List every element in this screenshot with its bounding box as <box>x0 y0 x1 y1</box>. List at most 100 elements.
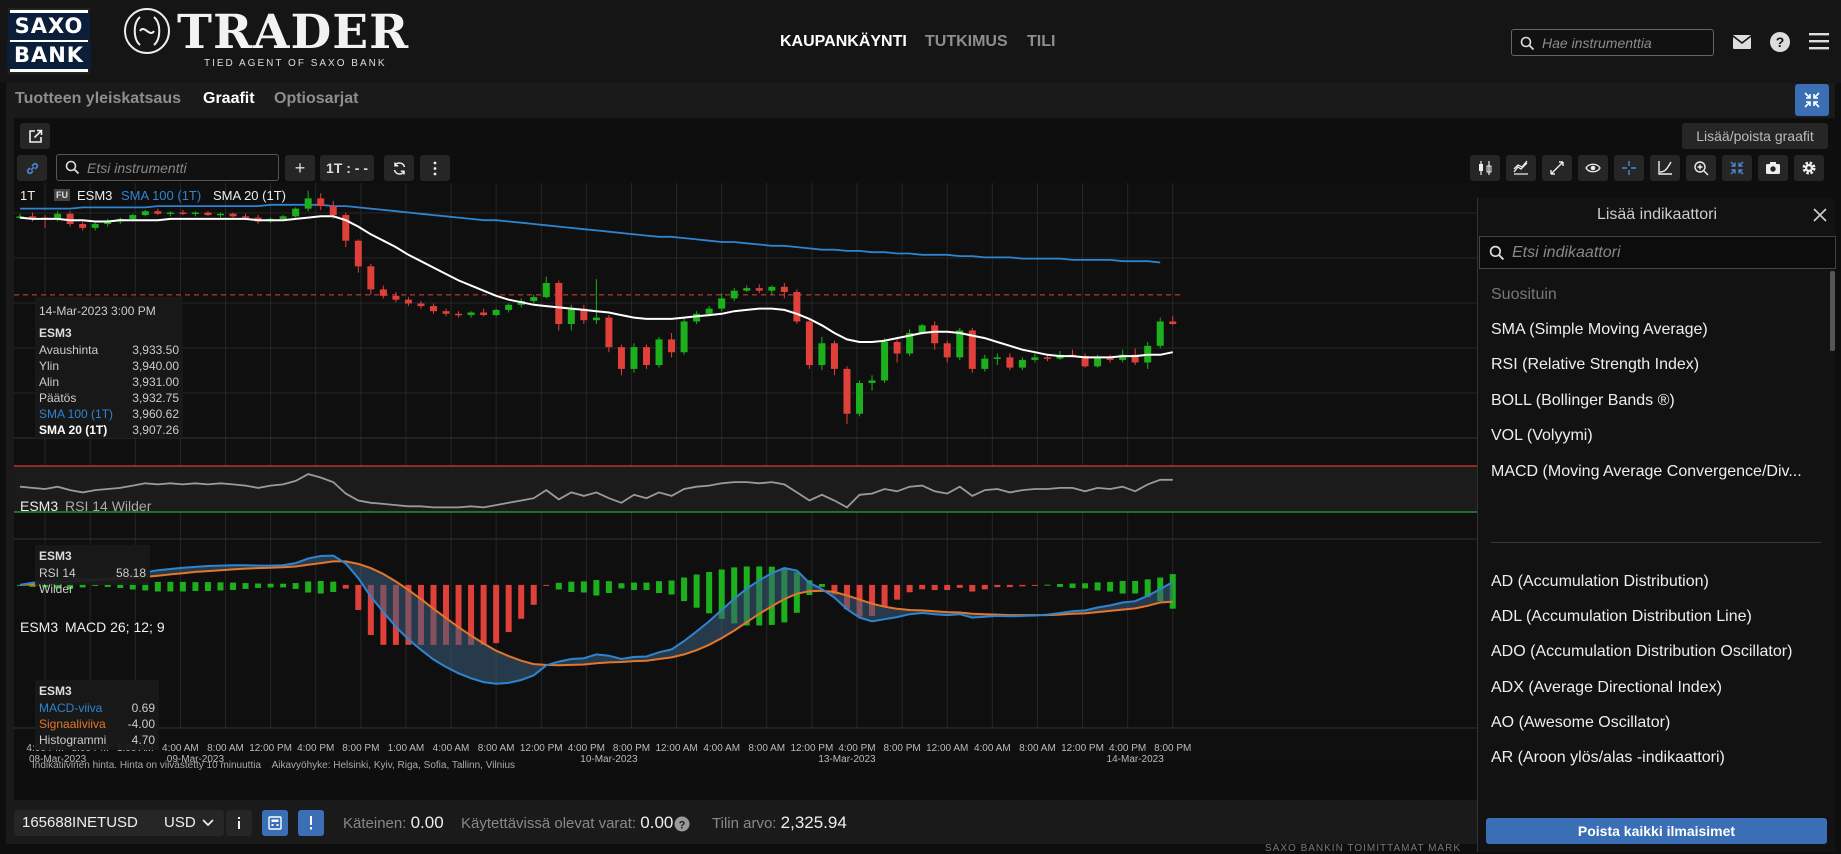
candle <box>154 208 162 216</box>
candle <box>843 366 851 425</box>
settings-button[interactable] <box>1794 155 1824 181</box>
chart-instrument-search[interactable] <box>56 154 279 181</box>
add-remove-charts-button[interactable]: Lisää/poista graafit <box>1682 123 1828 149</box>
menu-icon[interactable] <box>1809 32 1829 51</box>
indicator-search-input[interactable] <box>1512 244 1812 262</box>
candle-body <box>66 213 74 225</box>
indicator-item-macd[interactable]: MACD (Moving Average Convergence/Div... <box>1491 463 1802 480</box>
rsi-box-symbol: ESM3 <box>39 549 72 563</box>
indicator-item-adl[interactable]: ADL (Accumulation Distribution Line) <box>1491 608 1752 625</box>
macd-histogram-bar <box>267 583 274 588</box>
account-id: 165688INETUSD <box>22 814 138 831</box>
candle-body <box>680 321 688 353</box>
popout-button[interactable] <box>20 123 50 149</box>
instrument-search[interactable] <box>1511 29 1714 56</box>
candle-body <box>993 357 1001 359</box>
chart-search-input[interactable] <box>87 159 272 177</box>
candle <box>404 297 412 307</box>
macd-histogram-bar <box>681 577 688 602</box>
indicator-item-ao[interactable]: AO (Awesome Oscillator) <box>1491 714 1671 731</box>
chart-plot-area[interactable]: 4:00 PM 8:00 PM 1:00 AM 4:00 AM 8:00 AM 12:00… <box>14 183 1484 763</box>
candle-body <box>693 313 701 322</box>
indicator-item-ad[interactable]: AD (Accumulation Distribution) <box>1491 573 1709 590</box>
candle-body <box>1169 321 1177 325</box>
cash-value: 0.00 <box>410 813 444 832</box>
saxo-bank-logo[interactable]: SAXO BANK <box>6 8 92 74</box>
alert-button[interactable] <box>298 810 324 836</box>
timeframe-selector[interactable]: 1T : - - <box>320 155 374 181</box>
collapse-icon <box>1804 92 1820 108</box>
calculator-button[interactable] <box>262 810 288 836</box>
info-button[interactable] <box>226 810 252 836</box>
tab-option-chains[interactable]: Optiosarjat <box>274 90 359 107</box>
help-icon[interactable]: ? <box>1769 31 1791 53</box>
more-options-button[interactable] <box>420 155 450 181</box>
instrument-search-input[interactable] <box>1542 34 1710 52</box>
candle-body <box>655 339 663 366</box>
collapse-button[interactable] <box>1795 84 1829 116</box>
candle-body <box>154 211 162 214</box>
candle <box>191 211 199 217</box>
fit-button[interactable] <box>1722 155 1752 181</box>
macd-histogram-bar <box>981 584 988 590</box>
draw-line-button[interactable] <box>1542 155 1572 181</box>
macd-histogram-bar <box>342 584 349 589</box>
tooltip-value: 3,960.62 <box>132 407 179 421</box>
link-button[interactable] <box>17 155 47 181</box>
indicator-item-vol[interactable]: VOL (Volyymi) <box>1491 427 1593 444</box>
diagonal-line-icon <box>1550 161 1564 175</box>
chart-type-button[interactable] <box>1470 155 1500 181</box>
visibility-button[interactable] <box>1578 155 1608 181</box>
indicator-item-rsi[interactable]: RSI (Relative Strength Index) <box>1491 356 1700 373</box>
nav-tili[interactable]: TILI <box>1027 33 1056 50</box>
candle-body <box>480 312 488 316</box>
available-label: Käytettävissä olevat varat: <box>461 815 637 832</box>
help-icon[interactable]: ? <box>674 816 690 832</box>
indicators-button[interactable] <box>1506 155 1536 181</box>
macd-histogram-bar <box>605 581 612 594</box>
trader-logo[interactable]: TRADER TIED AGENT OF SAXO BANK <box>122 5 408 69</box>
time-tick-label: 8:00 PM <box>613 743 650 754</box>
axis-button[interactable] <box>1650 155 1680 181</box>
indicator-item-boll[interactable]: BOLL (Bollinger Bands ®) <box>1491 392 1675 409</box>
scrollbar[interactable] <box>1830 271 1835 351</box>
external-link-icon <box>28 129 42 143</box>
cash-label: Käteinen: <box>343 815 407 832</box>
macd-symbol: ESM3 <box>20 619 59 635</box>
tooltip-label: Ylin <box>39 359 60 373</box>
candle-body <box>429 306 437 312</box>
mail-icon[interactable] <box>1732 34 1752 50</box>
add-instrument-button[interactable]: + <box>285 155 315 181</box>
indicator-item-ado[interactable]: ADO (Accumulation Distribution Oscillato… <box>1491 643 1793 660</box>
remove-all-indicators-button[interactable]: Poista kaikki ilmaisimet <box>1486 818 1827 844</box>
crosshair-button[interactable] <box>1614 155 1644 181</box>
account-selector[interactable]: 165688INETUSD USD <box>14 810 224 836</box>
indicator-item-ar[interactable]: AR (Aroon ylös/alas -indikaattori) <box>1491 749 1725 766</box>
macd-histogram-bar <box>1107 581 1114 592</box>
refresh-button[interactable] <box>384 155 414 181</box>
candle <box>29 212 37 222</box>
nav-tutkimus[interactable]: TUTKIMUS <box>925 33 1008 50</box>
indicator-item-sma[interactable]: SMA (Simple Moving Average) <box>1491 321 1708 338</box>
nav-kaupankaynti[interactable]: KAUPANKÄYNTI <box>780 33 907 50</box>
zoom-button[interactable] <box>1686 155 1716 181</box>
indicator-search[interactable] <box>1479 236 1836 269</box>
indicator-item-adx[interactable]: ADX (Average Directional Index) <box>1491 679 1722 696</box>
tab-charts[interactable]: Graafit <box>203 90 255 107</box>
macd-histogram-bar <box>17 584 23 586</box>
close-icon[interactable] <box>1812 207 1828 223</box>
candle-body <box>881 341 889 381</box>
macd-histogram-bar <box>480 584 487 645</box>
macd-histogram-bar <box>1119 580 1126 594</box>
macd-row: Signaaliviiva -4.00 <box>39 716 155 732</box>
indicator-panel-title: Lisää indikaattori <box>1596 206 1718 223</box>
popular-section-label: Suosituin <box>1491 286 1557 303</box>
macd-histogram-bar <box>994 584 1001 588</box>
macd-histogram-bar <box>42 583 49 588</box>
candle-body <box>643 347 650 366</box>
tab-product-overview[interactable]: Tuotteen yleiskatsaus <box>15 90 181 107</box>
svg-text:?: ? <box>679 820 686 832</box>
snapshot-button[interactable] <box>1758 155 1788 181</box>
candle <box>805 318 813 369</box>
date-tick-label: 10-Mar-2023 <box>580 754 638 763</box>
